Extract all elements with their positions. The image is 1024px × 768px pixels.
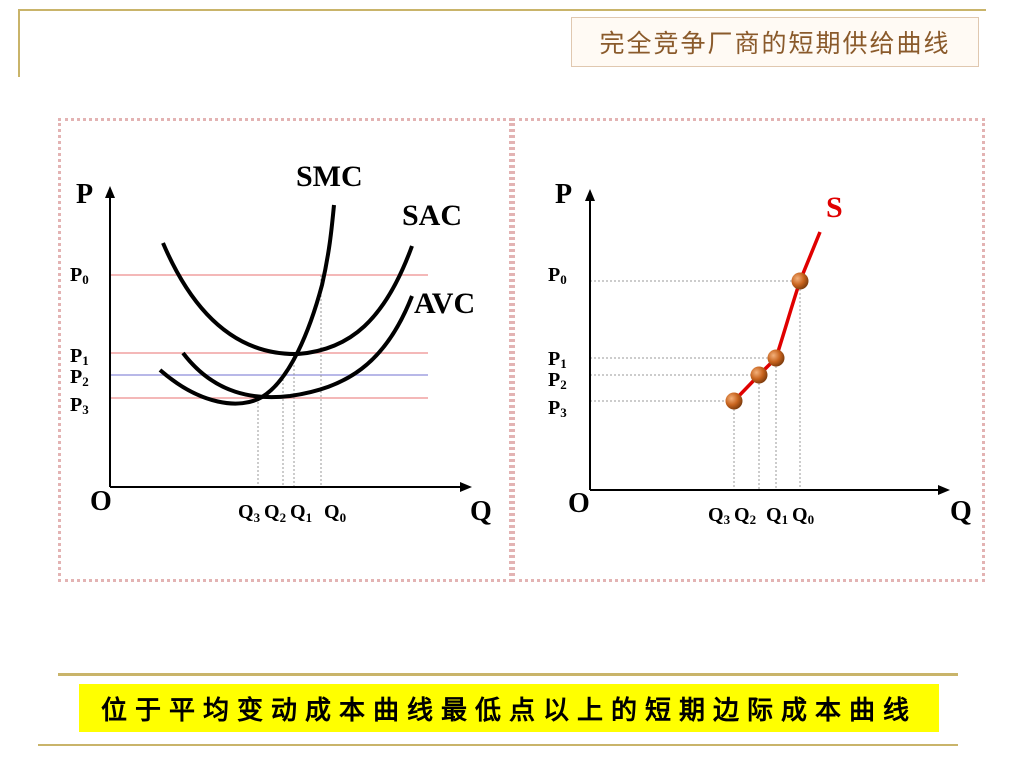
supply-point-q1 bbox=[767, 349, 785, 367]
left-quantity-label-q0: Q0 bbox=[324, 501, 346, 525]
smc-label: SMC bbox=[296, 160, 363, 193]
right-origin-label: O bbox=[568, 488, 590, 519]
left-quantity-label-q3: Q3 bbox=[238, 501, 261, 525]
supply-point-q2 bbox=[750, 366, 768, 384]
slide-title: 完全竞争厂商的短期供给曲线 bbox=[599, 29, 951, 58]
right-x-arrow-icon bbox=[938, 485, 950, 495]
right-quantity-label-q2: Q2 bbox=[734, 504, 756, 527]
avc-label: AVC bbox=[414, 287, 475, 320]
right-price-label-p1: P1 bbox=[548, 348, 567, 371]
title-box: 完全竞争厂商的短期供给曲线 bbox=[571, 17, 979, 67]
supply-point-q0 bbox=[791, 272, 809, 290]
right-price-label-p2: P2 bbox=[548, 369, 567, 392]
caption-top-rule bbox=[58, 673, 958, 676]
sac-curve bbox=[161, 242, 414, 357]
supply-curve bbox=[732, 231, 822, 403]
left-price-label-p0: P0 bbox=[70, 264, 89, 287]
left-x-arrow-icon bbox=[460, 482, 472, 492]
right-axis-p-label: P bbox=[555, 179, 572, 210]
left-quantity-label-q1: Q1 bbox=[290, 501, 312, 525]
left-quantity-label-q2: Q2 bbox=[264, 501, 286, 525]
caption-text: 位于平均变动成本曲线最低点以上的短期边际成本曲线 bbox=[100, 695, 917, 726]
left-price-label-p3: P3 bbox=[70, 394, 89, 417]
right-axis-q-label: Q bbox=[950, 496, 972, 527]
sac-label: SAC bbox=[402, 199, 462, 232]
caption-bottom-rule bbox=[38, 744, 958, 746]
right-price-label-p0: P0 bbox=[548, 264, 567, 287]
left-axis-q-label: Q bbox=[470, 496, 492, 527]
left-y-arrow-icon bbox=[105, 186, 115, 198]
right-price-label-p3: P3 bbox=[548, 397, 567, 420]
frame-top-rule bbox=[18, 9, 986, 11]
right-y-arrow-icon bbox=[585, 189, 595, 201]
supply-point-q3 bbox=[725, 392, 743, 410]
right-quantity-label-q3: Q3 bbox=[708, 504, 731, 527]
right-quantity-label-q1: Q1 bbox=[766, 504, 788, 527]
smc-curve bbox=[158, 204, 336, 406]
left-price-label-p2: P2 bbox=[70, 366, 89, 389]
left-diagram-panel bbox=[58, 118, 512, 582]
left-origin-label: O bbox=[90, 486, 112, 517]
right-diagram-panel bbox=[512, 118, 985, 582]
left-price-label-p1: P1 bbox=[70, 345, 89, 368]
frame-left-rule bbox=[18, 9, 20, 77]
caption-box: 位于平均变动成本曲线最低点以上的短期边际成本曲线 bbox=[79, 684, 939, 732]
avc-curve bbox=[181, 295, 414, 400]
right-quantity-label-q0: Q0 bbox=[792, 504, 814, 527]
left-axis-p-label: P bbox=[76, 179, 93, 210]
supply-label: S bbox=[826, 191, 843, 224]
